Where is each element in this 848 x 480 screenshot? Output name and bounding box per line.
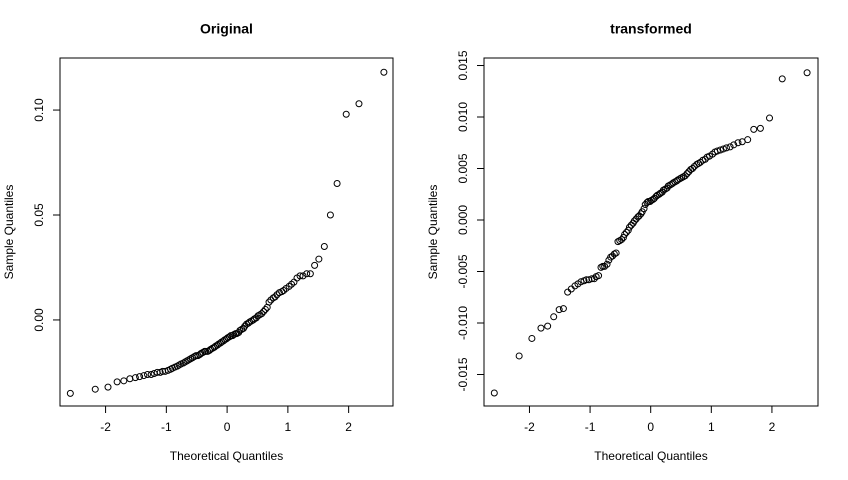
point	[624, 226, 632, 234]
x-tick-label: -2	[100, 420, 111, 434]
point	[333, 180, 341, 188]
point	[559, 305, 567, 313]
x-tick-label: 1	[285, 420, 292, 434]
point	[550, 313, 558, 321]
point	[306, 270, 314, 278]
point	[621, 230, 629, 238]
x-axis-label: Theoretical Quantiles	[170, 449, 283, 463]
point	[299, 272, 307, 280]
y-tick-label: -0.015	[456, 357, 470, 391]
x-tick-label: 0	[647, 420, 654, 434]
y-tick-label: -0.010	[456, 306, 470, 340]
point	[713, 147, 721, 155]
x-tick-label: 0	[224, 420, 231, 434]
plot-box	[59, 57, 394, 407]
point	[113, 378, 121, 386]
point	[342, 110, 350, 118]
point	[303, 270, 311, 278]
chart-title: transformed	[610, 21, 692, 37]
point	[226, 333, 234, 341]
x-tick-label: 2	[769, 420, 776, 434]
point	[595, 272, 603, 280]
point	[734, 139, 742, 147]
panel: transformed Theoretical Quantiles Sample Q…	[426, 21, 819, 463]
point	[140, 372, 148, 380]
point	[719, 145, 727, 153]
point	[643, 198, 651, 206]
point	[380, 68, 388, 76]
point	[588, 275, 596, 283]
point	[612, 249, 620, 257]
y-axis-label: Sample Quantiles	[2, 185, 16, 280]
point	[66, 389, 74, 397]
y-tick-label: 0.05	[32, 203, 46, 227]
point	[315, 255, 323, 263]
x-tick-label: -1	[585, 420, 596, 434]
point	[683, 170, 691, 178]
y-tick-label: 0.005	[456, 153, 470, 183]
point	[599, 262, 607, 270]
y-tick-label: 0.015	[456, 50, 470, 80]
point	[296, 272, 304, 280]
point	[619, 234, 627, 242]
y-tick-label: 0.000	[456, 205, 470, 235]
point	[716, 146, 724, 154]
point	[120, 377, 128, 385]
point	[326, 211, 334, 219]
plot-box	[483, 57, 819, 407]
point	[131, 374, 139, 382]
point	[515, 352, 523, 360]
x-tick-label: 1	[708, 420, 715, 434]
point	[136, 373, 144, 381]
point	[555, 306, 563, 314]
point	[630, 217, 638, 225]
point	[689, 165, 697, 173]
point	[640, 205, 648, 213]
y-tick-label: -0.005	[456, 254, 470, 288]
point	[258, 310, 266, 318]
y-tick-label: 0.010	[456, 102, 470, 132]
x-tick-label: -1	[161, 420, 172, 434]
point	[544, 322, 552, 330]
point	[622, 228, 630, 236]
point	[126, 375, 134, 383]
point	[766, 114, 774, 122]
point	[271, 293, 279, 301]
y-tick-label: 0.00	[32, 308, 46, 332]
point	[603, 260, 611, 268]
point	[722, 144, 730, 152]
x-tick-label: -2	[524, 420, 535, 434]
point	[104, 383, 112, 391]
point	[625, 223, 633, 231]
point	[490, 389, 498, 397]
point	[618, 236, 626, 244]
point	[261, 305, 269, 313]
point	[265, 298, 273, 306]
chart-title: Original	[200, 21, 253, 37]
point	[803, 69, 811, 77]
panel: Original Theoretical Quantiles Sample Quan…	[2, 21, 394, 463]
point	[260, 308, 268, 316]
point	[91, 385, 99, 393]
point	[750, 125, 758, 133]
point	[726, 143, 734, 151]
point	[147, 371, 155, 379]
y-axis-label: Sample Quantiles	[426, 185, 440, 280]
point	[756, 124, 764, 132]
point	[730, 141, 738, 149]
y-tick-label: 0.10	[32, 98, 46, 122]
x-tick-label: 2	[345, 420, 352, 434]
point	[311, 261, 319, 269]
point	[537, 324, 545, 332]
point	[778, 75, 786, 83]
point	[528, 334, 536, 342]
point	[355, 100, 363, 108]
point	[744, 136, 752, 144]
point	[681, 172, 689, 180]
point	[320, 242, 328, 250]
x-axis-label: Theoretical Quantiles	[594, 449, 707, 463]
point	[144, 371, 152, 379]
